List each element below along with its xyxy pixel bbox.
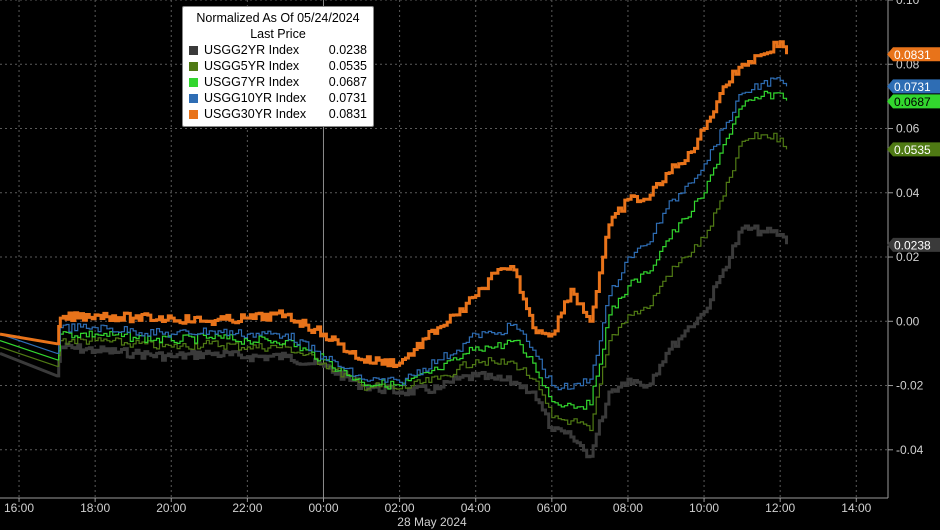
x-axis: 16:00 18:00 20:00 22:00 00:00 02:00 04:00 06:00… [0, 497, 888, 515]
legend-series-name: USGG7YR Index [204, 75, 300, 89]
legend-last-price: 0.0238 [328, 43, 367, 57]
x-tick-label: 22:00 [232, 501, 262, 515]
legend-swatch [189, 45, 198, 55]
y-axis: -0.04-0.020.000.020.040.060.080.10 [887, 0, 924, 498]
x-tick-label: 12:00 [765, 501, 795, 515]
y-tick-label: 0.02 [896, 250, 920, 264]
price-tag-label: 0.0731 [894, 80, 931, 94]
x-tick-label: 16:00 [4, 501, 34, 515]
x-tick-label: 08:00 [613, 501, 643, 515]
series-line-usgg10yr [0, 77, 788, 391]
legend-swatch [189, 93, 198, 103]
y-tick-label: 0.10 [896, 0, 920, 7]
x-tick-label: 06:00 [537, 501, 567, 515]
x-axis-date-label: 28 May 2024 [397, 515, 467, 529]
price-tag-usgg2yr [887, 237, 940, 252]
legend-series-name: USGG10YR Index [204, 91, 307, 105]
price-tag-usgg30yr [887, 47, 940, 62]
x-tick-label: 00:00 [308, 501, 338, 515]
y-tick-label: 0.04 [896, 186, 920, 200]
x-tick-label: 14:00 [841, 501, 871, 515]
legend-last-price: 0.0687 [328, 75, 367, 89]
grid-lines [0, 0, 888, 498]
x-tick-label: 10:00 [689, 501, 719, 515]
legend-title: Normalized As Of 05/24/2024 [196, 11, 360, 25]
legend-series-name: USGG2YR Index [204, 43, 300, 57]
y-tick-label: -0.02 [896, 379, 924, 393]
series-layer [0, 40, 788, 459]
legend-swatch [189, 61, 198, 71]
x-tick-label: 04:00 [461, 501, 491, 515]
price-tag-usgg7yr [887, 94, 940, 109]
price-tag-label: 0.0687 [894, 95, 931, 109]
chart-legend: Normalized As Of 05/24/2024 Last Price U… [182, 6, 374, 127]
price-tag-usgg5yr [887, 142, 940, 157]
price-tag-label: 0.0238 [894, 238, 931, 252]
legend-rows: USGG2YR Index 0.0238 USGG5YR Index 0.0535 US… [189, 42, 367, 122]
price-tag-label: 0.0831 [894, 48, 931, 62]
x-tick-label: 02:00 [385, 501, 415, 515]
legend-series-name: USGG5YR Index [204, 59, 300, 73]
y-tick-label: 0.00 [896, 314, 920, 328]
price-tag-label: 0.0535 [894, 143, 931, 157]
legend-subtitle: Last Price [250, 27, 306, 41]
legend-swatch [189, 109, 198, 119]
legend-last-price: 0.0831 [328, 107, 367, 121]
legend-item: USGG2YR Index 0.0238 [189, 42, 367, 58]
series-line-usgg30yr [0, 40, 788, 368]
y-tick-label: -0.04 [896, 443, 924, 457]
legend-item: USGG10YR Index 0.0731 [189, 90, 367, 106]
price-tag-usgg10yr [887, 79, 940, 94]
x-tick-label: 18:00 [80, 501, 110, 515]
y-tick-label: 0.06 [896, 122, 920, 136]
legend-swatch [189, 77, 198, 87]
legend-item: USGG5YR Index 0.0535 [189, 58, 367, 74]
legend-last-price: 0.0731 [328, 91, 367, 105]
series-line-usgg2yr [0, 224, 788, 459]
series-line-usgg5yr [0, 132, 788, 432]
legend-last-price: 0.0535 [328, 59, 367, 73]
x-tick-label: 20:00 [156, 501, 186, 515]
legend-item: USGG7YR Index 0.0687 [189, 74, 367, 90]
legend-item: USGG30YR Index 0.0831 [189, 106, 367, 122]
legend-series-name: USGG30YR Index [204, 107, 307, 121]
